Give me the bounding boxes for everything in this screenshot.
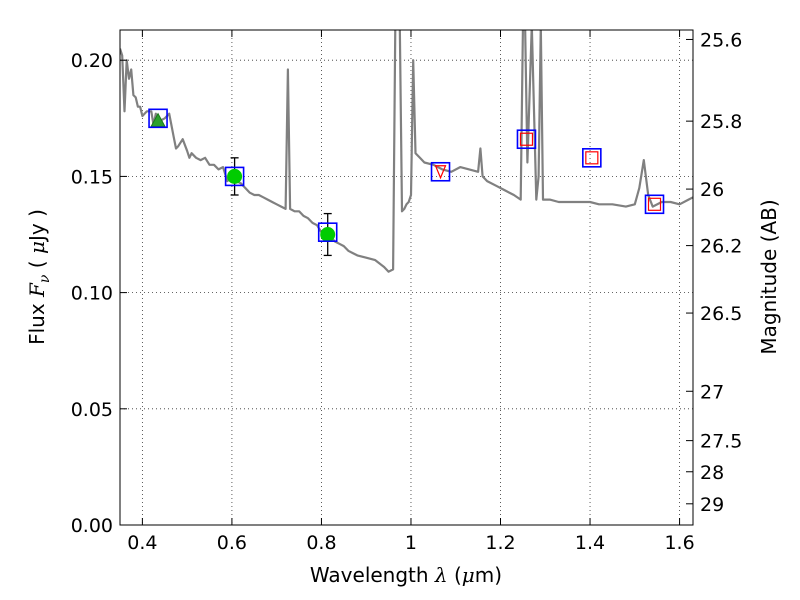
x-label-text: Wavelength [310,563,435,587]
y-axis-label: Flux Fν ( μJy ) [25,209,53,345]
model-spectrum-line [120,30,693,273]
y2-tick-label: 27.5 [700,431,742,453]
x-tick-label: 1.4 [575,532,605,554]
x-label-mu: μ [462,563,475,587]
y-label-mu: μ [25,241,49,254]
y2-tick-label: 27 [700,381,724,403]
y2-tick-label: 25.6 [700,29,742,51]
y2-tick-label: 25.8 [700,111,742,133]
lambda-symbol: λ [434,563,448,587]
model-photometry-box [516,129,537,150]
plot-frame [119,29,694,526]
x-axis-label: Wavelength λ (μm) [310,563,502,587]
y-tick-label: 0.00 [71,515,113,537]
model-photometry-box [430,161,451,182]
x-tick-label: 0.8 [306,532,336,554]
upper-limit-marker [647,197,662,211]
y2-tick-label: 28 [700,462,724,484]
axis-ticks: 0.4 0.6 0.8 1 1.2 1.4 1.6 0.00 0.05 0.10 0.15 0.20 2… [71,29,743,554]
upper-limit-marker [519,132,534,146]
y-tick-label: 0.10 [71,283,113,305]
plot-area [120,30,693,273]
model-photometry-box [582,148,602,168]
model-photometry-box [224,166,245,187]
y2-axis-label: Magnitude (AB) [757,199,781,354]
y-label-unit: Jy ) [25,209,49,243]
y-label-F: F [25,282,49,298]
upper-limit-marker [434,165,447,180]
model-photometry-box [317,222,338,242]
y2-tick-label: 26.2 [700,236,742,258]
x-tick-label: 1.2 [485,532,515,554]
y-label-paren: ( [25,254,49,275]
y2-tick-label: 26 [700,179,724,201]
y-label-nu: ν [37,274,53,283]
x-label-unit: m) [475,563,502,587]
upper-limit-marker [585,151,599,165]
x-tick-label: 0.4 [127,532,157,554]
y2-tick-label: 29 [700,494,724,516]
y-tick-label: 0.15 [71,166,113,188]
x-tick-label: 0.6 [217,532,247,554]
data-point-circle [227,168,243,184]
model-photometry-box [148,108,168,129]
data-point-circle [320,227,336,243]
grid-lines [120,30,693,526]
y2-tick-label: 26.5 [700,303,742,325]
y-tick-label: 0.20 [71,50,113,72]
y-tick-label: 0.05 [71,399,113,421]
x-tick-label: 1.6 [664,532,694,554]
x-tick-label: 1 [405,532,417,554]
model-photometry-box [644,194,665,215]
x-label-paren: ( [448,563,462,587]
y-label-text: Flux [25,297,49,345]
